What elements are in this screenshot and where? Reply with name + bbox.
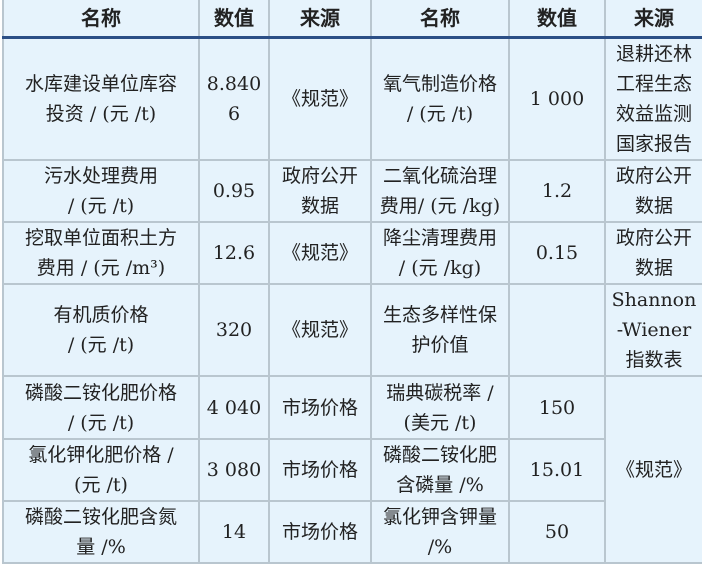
header-row: 名称 数值 来源 名称 数值 来源 <box>2 0 702 39</box>
cell-source: 退耕还林 工程生态 效益监测 国家报告 <box>604 36 702 161</box>
cell-source: Shannon -Wiener 指数表 <box>604 283 702 377</box>
cell-name: 降尘清理费用 / (元 /kg) <box>370 221 510 285</box>
cell-name: 磷酸二铵化肥 含磷量 /% <box>370 438 510 502</box>
header-name-2: 名称 <box>370 0 510 39</box>
cell-name: 生态多样性保 护价值 <box>370 283 510 377</box>
table-row: 污水处理费用 / (元 /t) 0.95 政府公开 数据 二氧化硫治理 费用/ (元 … <box>2 159 702 223</box>
header-source-1: 来源 <box>268 0 372 39</box>
cell-source: 《规范》 <box>268 221 372 285</box>
cell-value: 1.2 <box>508 159 606 223</box>
table-row: 磷酸二铵化肥含氮 量 /% 14 市场价格 氯化钾含钾量 /% 50 <box>2 500 702 564</box>
cell-source: 政府公开 数据 <box>604 159 702 223</box>
cell-value: 320 <box>198 283 270 377</box>
cell-source: 市场价格 <box>268 375 372 440</box>
cell-name: 挖取单位面积土方 费用 / (元 /m³) <box>2 221 200 285</box>
cell-name: 有机质价格 / (元 /t) <box>2 283 200 377</box>
cell-name: 磷酸二铵化肥含氮 量 /% <box>2 500 200 564</box>
cell-value: 150 <box>508 375 606 440</box>
cell-value: 0.95 <box>198 159 270 223</box>
cell-value: 15.01 <box>508 438 606 502</box>
cell-value: 1 000 <box>508 36 606 161</box>
cell-name: 氧气制造价格 / (元 /t) <box>370 36 510 161</box>
table-row: 水库建设单位库容 投资 / (元 /t) 8.840 6 《规范》 氧气制造价格 / … <box>2 36 702 161</box>
cell-name: 氯化钾含钾量 /% <box>370 500 510 564</box>
cell-source: 《规范》 <box>268 36 372 161</box>
cell-source: 政府公开 数据 <box>604 221 702 285</box>
cell-name: 瑞典碳税率 / (美元 /t) <box>370 375 510 440</box>
cell-name: 水库建设单位库容 投资 / (元 /t) <box>2 36 200 161</box>
table-row: 氯化钾化肥价格 / (元 /t) 3 080 市场价格 磷酸二铵化肥 含磷量 /% 15… <box>2 438 702 502</box>
cell-value: 3 080 <box>198 438 270 502</box>
header-source-2: 来源 <box>604 0 702 39</box>
header-value-2: 数值 <box>508 0 606 39</box>
cell-name: 氯化钾化肥价格 / (元 /t) <box>2 438 200 502</box>
cell-source: 《规范》 <box>604 375 702 564</box>
cell-value: 8.840 6 <box>198 36 270 161</box>
cell-source: 政府公开 数据 <box>268 159 372 223</box>
cell-name: 磷酸二铵化肥价格 / (元 /t) <box>2 375 200 440</box>
cell-name: 二氧化硫治理 费用/ (元 /kg) <box>370 159 510 223</box>
cell-value: 50 <box>508 500 606 564</box>
table-row: 有机质价格 / (元 /t) 320 《规范》 生态多样性保 护价值 Shannon -… <box>2 283 702 377</box>
header-value-1: 数值 <box>198 0 270 39</box>
header-name-1: 名称 <box>2 0 200 39</box>
cell-source: 市场价格 <box>268 500 372 564</box>
cell-value: 12.6 <box>198 221 270 285</box>
cell-source: 《规范》 <box>268 283 372 377</box>
cell-value <box>508 283 606 377</box>
cell-value: 14 <box>198 500 270 564</box>
table-row: 磷酸二铵化肥价格 / (元 /t) 4 040 市场价格 瑞典碳税率 / (美元 /t… <box>2 375 702 564</box>
cell-name: 污水处理费用 / (元 /t) <box>2 159 200 223</box>
table-row: 挖取单位面积土方 费用 / (元 /m³) 12.6 《规范》 降尘清理费用 / (元… <box>2 221 702 285</box>
cell-value: 4 040 <box>198 375 270 440</box>
cell-value: 0.15 <box>508 221 606 285</box>
cell-source: 市场价格 <box>268 438 372 502</box>
